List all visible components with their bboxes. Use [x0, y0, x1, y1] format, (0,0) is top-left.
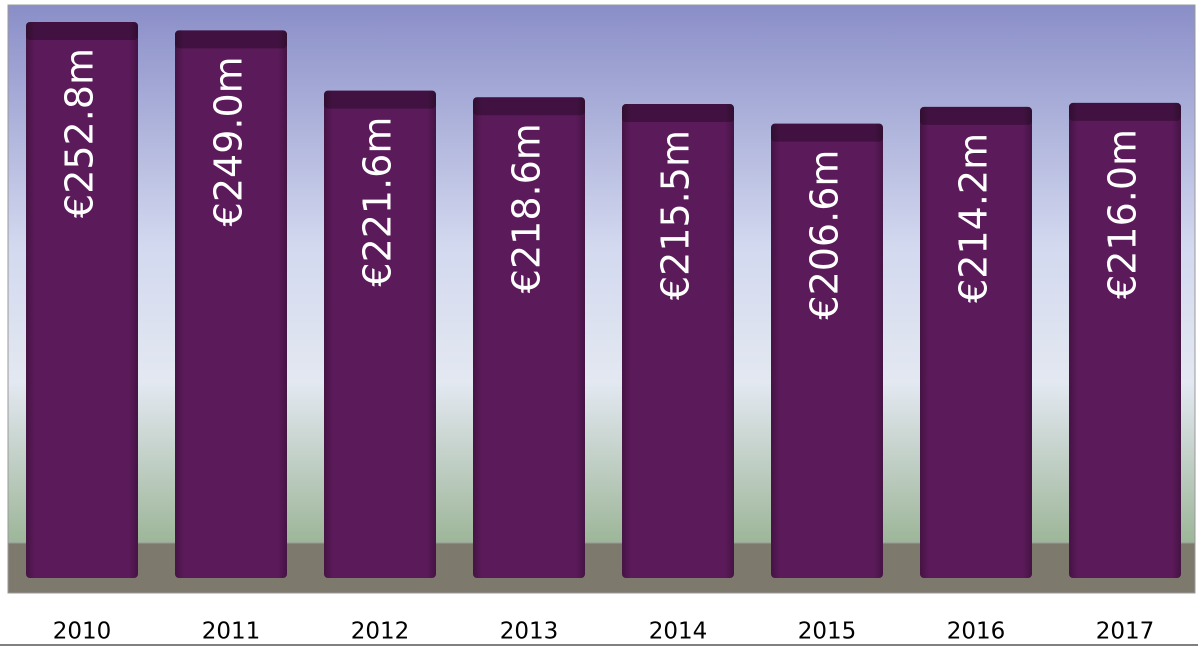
bar-shade: [473, 97, 585, 578]
bar-cap: [324, 90, 436, 109]
bar-cap: [473, 97, 585, 116]
bar-shade: [26, 22, 138, 578]
x-tick-label: 2011: [202, 619, 261, 645]
value-label: €252.8m: [58, 48, 102, 218]
x-tick-label: 2010: [53, 619, 112, 645]
bar-shade: [771, 123, 883, 579]
x-tick-label: 2014: [649, 619, 708, 645]
bar-cap: [26, 22, 138, 40]
value-label: €216.0m: [1101, 129, 1145, 299]
x-tick-label: 2012: [351, 619, 410, 645]
bar-cap: [1069, 102, 1181, 121]
bar-shade: [920, 106, 1032, 578]
x-tick-label: 2017: [1096, 619, 1155, 645]
value-label: €221.6m: [356, 117, 400, 287]
bar-shade: [622, 104, 734, 579]
x-tick-label: 2013: [500, 619, 559, 645]
value-label: €214.2m: [952, 133, 996, 303]
x-tick-label: 2015: [798, 619, 857, 645]
bar-cap: [175, 30, 287, 49]
bar-cap: [771, 123, 883, 142]
bar-shade: [324, 90, 436, 579]
value-label: €249.0m: [207, 56, 251, 226]
value-label: €218.6m: [505, 123, 549, 293]
value-label: €215.5m: [654, 130, 698, 300]
bar-cap: [622, 104, 734, 123]
value-label: €206.6m: [803, 150, 847, 320]
bar-shade: [175, 30, 287, 578]
x-tick-label: 2016: [947, 619, 1006, 645]
bar-shade: [1069, 102, 1181, 578]
bar-cap: [920, 106, 1032, 125]
